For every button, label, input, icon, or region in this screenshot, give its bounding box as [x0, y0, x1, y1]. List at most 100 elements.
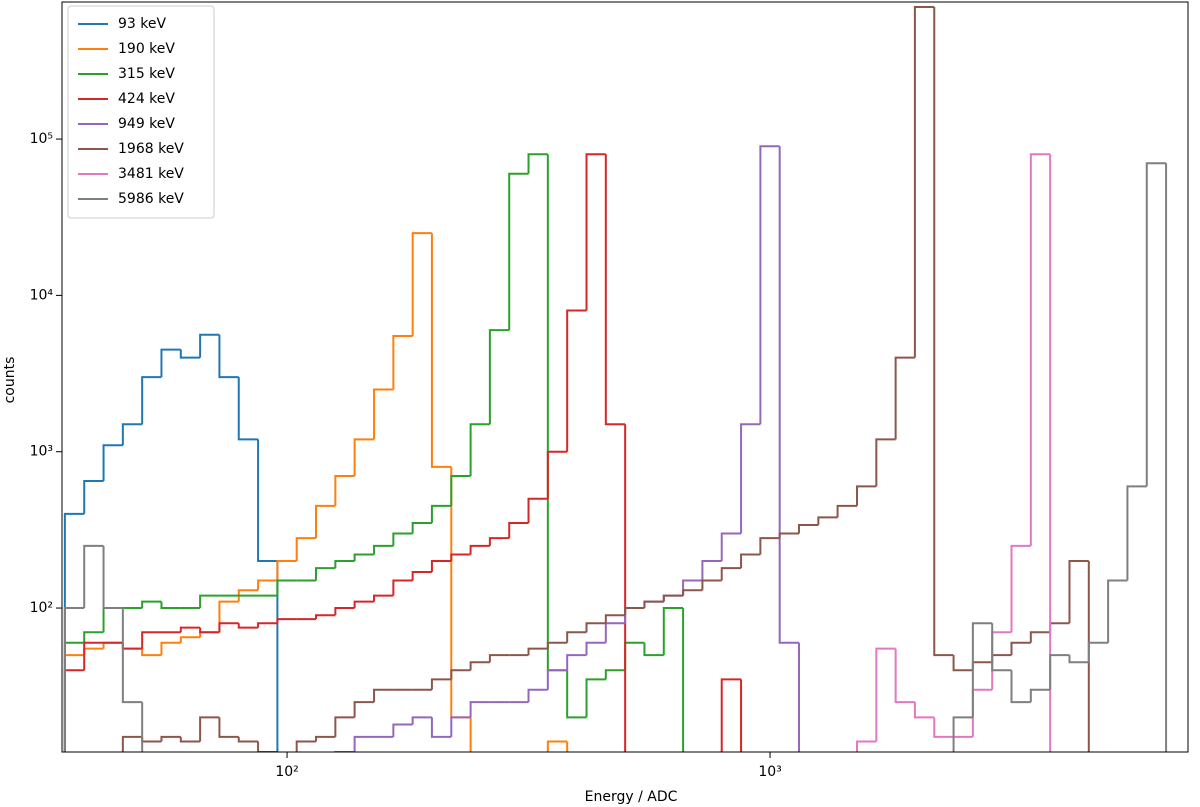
histogram-step [392, 579, 413, 596]
histogram-step [334, 559, 355, 569]
histogram-step [933, 6, 954, 657]
histogram-step [604, 154, 626, 426]
histogram-step [430, 717, 452, 738]
histogram-step [759, 145, 780, 425]
histogram-step [566, 741, 569, 752]
histogram-step [430, 233, 452, 468]
histogram-step [276, 560, 279, 752]
histogram-step [353, 701, 375, 718]
histogram-step [875, 647, 896, 742]
histogram-step [411, 716, 432, 725]
histogram-step [353, 600, 375, 609]
histogram-step [566, 670, 587, 719]
histogram-step [488, 537, 510, 546]
histogram-step [488, 654, 510, 663]
histogram-step [450, 553, 471, 561]
histogram-step [546, 641, 568, 649]
histogram-step [315, 735, 336, 742]
legend-label: 5986 keV [118, 191, 184, 207]
histogram-step [276, 579, 297, 596]
histogram-step [121, 608, 143, 704]
histogram-step [856, 740, 877, 752]
histogram-step [971, 688, 993, 737]
histogram-step [411, 571, 432, 581]
legend-label: 949 keV [118, 116, 175, 132]
histogram-step [160, 601, 181, 610]
histogram-step [411, 232, 432, 336]
histogram-step [469, 701, 490, 718]
histogram-step [1126, 485, 1147, 581]
histogram-step [991, 631, 1012, 690]
histogram-step [450, 466, 471, 719]
histogram-step [508, 521, 529, 539]
histogram-step [373, 688, 394, 703]
histogram-step [585, 641, 606, 656]
histogram-step [1087, 560, 1090, 752]
histogram-step [430, 559, 452, 573]
histogram-step [334, 607, 355, 616]
histogram-step [643, 642, 664, 657]
histogram-step [121, 735, 143, 752]
histogram-step [102, 545, 123, 610]
histogram-step [83, 631, 104, 643]
histogram-step [199, 333, 220, 358]
histogram-step [373, 544, 394, 555]
histogram-step [1068, 655, 1089, 664]
histogram-step [682, 579, 703, 596]
histogram-step [643, 600, 664, 609]
histogram-step [315, 614, 336, 620]
histogram-step [353, 553, 375, 561]
histogram-step [1029, 688, 1051, 703]
histogram-step [160, 641, 181, 656]
histogram-step [121, 642, 143, 650]
histogram-step [720, 532, 742, 561]
histogram-step [952, 655, 973, 672]
histogram-step [585, 678, 606, 718]
axes-frame [61, 1, 1189, 753]
histogram-step [373, 594, 394, 602]
histogram-step [237, 623, 259, 629]
histogram-step [797, 642, 800, 752]
histogram-step [179, 626, 201, 633]
histogram-step [527, 647, 548, 656]
histogram-step [295, 740, 317, 752]
legend-label: 1968 keV [118, 141, 184, 157]
histogram-step [199, 594, 220, 609]
histogram-step [913, 5, 935, 358]
histogram-step [604, 622, 626, 643]
histogram-step [759, 537, 780, 555]
histogram-step [121, 423, 143, 446]
histogram-step [585, 153, 606, 311]
histogram-step [875, 438, 896, 487]
histogram-step [701, 559, 722, 581]
histogram-step [682, 589, 703, 596]
y-tick-label: 10³ [30, 444, 53, 460]
histogram-step [740, 553, 761, 569]
histogram-step [179, 349, 201, 359]
histogram-step [991, 654, 1012, 663]
histogram-step [894, 648, 915, 704]
histogram-step [1010, 670, 1031, 704]
legend-box [67, 5, 215, 219]
histogram-step [102, 444, 123, 481]
histogram-step [411, 521, 432, 534]
histogram-step [450, 669, 471, 680]
histogram-step [1010, 641, 1031, 656]
histogram-step [334, 716, 355, 737]
histogram-step [83, 641, 104, 671]
y-axis-label: counts [2, 357, 18, 404]
histogram-step [141, 736, 162, 743]
histogram-step [527, 497, 548, 523]
x-tick-label: 10³ [758, 764, 781, 780]
histogram-step [237, 736, 259, 743]
histogram-step [295, 537, 317, 561]
histogram-step [740, 423, 761, 534]
histogram-step [237, 377, 259, 441]
histogram-step [624, 607, 645, 624]
histogram-step [199, 716, 220, 742]
histogram-step [63, 641, 85, 752]
histogram-step [218, 622, 239, 633]
legend-label: 424 keV [118, 91, 175, 107]
histogram-step [546, 669, 568, 690]
histogram-step [778, 532, 799, 539]
